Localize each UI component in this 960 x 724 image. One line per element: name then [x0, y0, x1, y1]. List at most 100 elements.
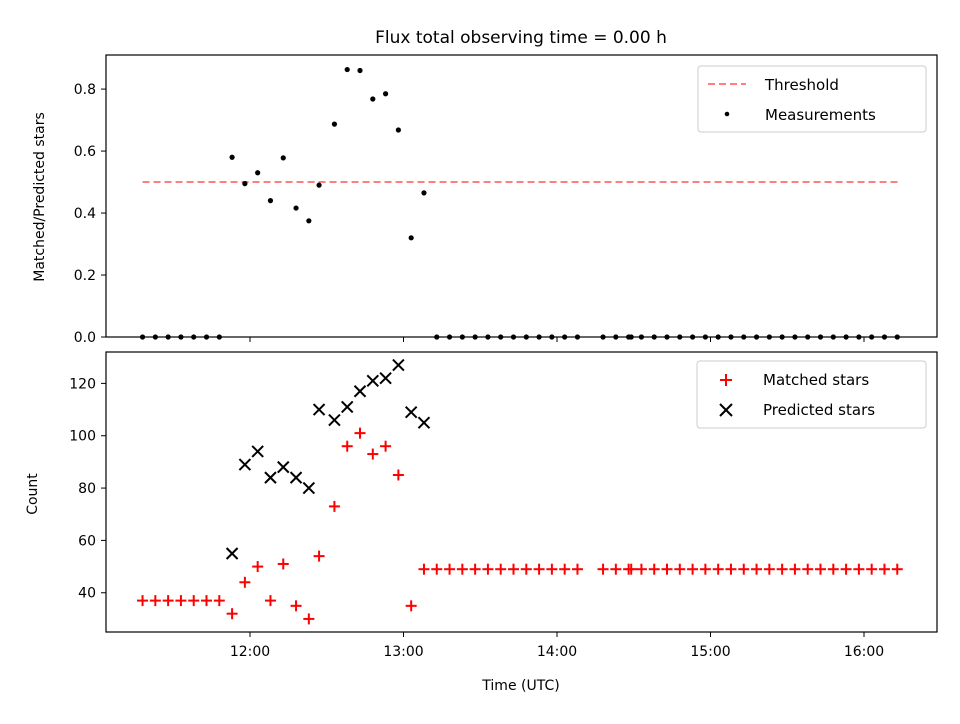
x-tick-label: 12:00	[230, 644, 270, 660]
measurement-point	[344, 66, 350, 73]
predicted-star-point	[379, 371, 392, 385]
measurement-point	[316, 182, 322, 188]
top-legend-box	[697, 65, 927, 133]
matched-star-point	[380, 440, 392, 452]
measurement-point	[408, 235, 414, 241]
matched-star-point	[815, 563, 827, 575]
matched-star-point	[533, 563, 545, 575]
matched-star-point	[625, 563, 637, 575]
measurements-legend-marker	[724, 111, 730, 117]
matched-star-point	[482, 563, 494, 575]
matched-star-point	[751, 563, 763, 575]
predicted-star-point	[312, 403, 326, 416]
matched-star-point	[149, 595, 161, 607]
predicted-star-point	[366, 374, 380, 387]
matched-star-point	[674, 563, 686, 575]
matched-star-point	[571, 563, 583, 575]
matched-star-point	[508, 563, 520, 575]
matched-star-point	[162, 595, 174, 607]
predicted-star-point	[328, 413, 341, 427]
matched-star-point	[313, 550, 325, 562]
matched-star-point	[840, 563, 852, 575]
matched-star-point	[469, 563, 481, 575]
measurement-point	[370, 96, 376, 102]
predicted-star-point	[225, 547, 239, 560]
matched-star-point	[252, 561, 264, 573]
predicted-star-point	[417, 416, 431, 429]
bottom-y-axis-label: Count	[25, 473, 41, 515]
measurement-point	[229, 154, 235, 160]
measurement-point	[255, 170, 261, 176]
matched-star-point	[687, 563, 699, 575]
matched-star-point	[712, 563, 724, 575]
matched-star-point	[789, 563, 801, 575]
matched-star-point	[827, 563, 839, 575]
matched-star-point	[303, 613, 315, 625]
predicted-star-point	[238, 458, 252, 471]
matched-star-point	[738, 563, 750, 575]
bottom-legend-box	[696, 360, 927, 429]
matched-star-point	[188, 595, 200, 607]
predicted-star-point	[277, 460, 290, 474]
matched-star-point	[878, 563, 890, 575]
matched-star-point	[802, 563, 814, 575]
matched-star-point	[444, 563, 456, 575]
top-y-tick-label: 0.4	[74, 206, 96, 222]
predicted-star-point	[392, 358, 405, 372]
bottom-legend: Matched stars Predicted stars	[696, 360, 927, 429]
matched-star-point	[763, 563, 775, 575]
top-y-tick-label: 0.2	[74, 268, 96, 284]
predicted-star-point	[302, 481, 316, 495]
matched-star-point	[201, 595, 213, 607]
bottom-y-tick-label: 40	[78, 586, 96, 602]
matched-star-point	[866, 563, 878, 575]
measurement-point	[421, 190, 427, 196]
measurement-point	[242, 181, 248, 187]
matched-star-point	[648, 563, 660, 575]
matched-star-point	[610, 563, 622, 575]
chart-title: Flux total observing time = 0.00 h	[375, 28, 667, 48]
bottom-axes-frame	[105, 351, 938, 633]
matched-star-point	[354, 427, 366, 439]
predicted-star-point	[353, 385, 367, 398]
top-axes-frame	[105, 54, 938, 338]
matched-star-point	[328, 500, 340, 512]
matched-star-point	[418, 563, 430, 575]
matched-star-point	[597, 563, 609, 575]
matched-star-point	[891, 563, 903, 575]
matched-star-point	[405, 600, 417, 612]
threshold-legend-label: Threshold	[764, 76, 839, 94]
matched-star-point	[290, 600, 302, 612]
matched-star-point	[699, 563, 711, 575]
matched-star-point	[725, 563, 737, 575]
bottom-y-tick-label: 120	[69, 376, 96, 392]
top-y-tick-label: 0.0	[74, 330, 96, 346]
measurement-point	[267, 198, 274, 204]
matched-star-point	[137, 595, 149, 607]
matched-legend-marker	[720, 374, 732, 386]
matched-legend-label: Matched stars	[763, 371, 869, 389]
measurement-point	[280, 155, 286, 161]
x-tick-label: 15:00	[690, 644, 730, 660]
top-y-axis-label: Matched/Predicted stars	[32, 112, 48, 282]
matched-star-point	[367, 448, 379, 460]
x-axis-label: Time (UTC)	[481, 678, 559, 694]
measurement-point	[382, 91, 389, 97]
predicted-star-point	[341, 400, 354, 414]
bottom-y-tick-label: 80	[78, 481, 96, 497]
predicted-star-point	[264, 471, 277, 484]
matched-star-point	[520, 563, 532, 575]
matched-star-point	[392, 469, 404, 481]
bottom-plot-area: 40 60 80 100 120 12:00 13:00 14:00 15:00 16:00	[69, 358, 903, 660]
predicted-star-point	[404, 405, 418, 419]
matched-star-point	[546, 563, 558, 575]
predicted-star-point	[289, 471, 303, 484]
measurement-point	[357, 67, 363, 74]
predicted-legend-marker	[719, 403, 733, 417]
measurement-point	[306, 218, 312, 224]
matched-star-point	[559, 563, 571, 575]
bottom-y-tick-label: 60	[78, 533, 96, 549]
x-tick-label: 13:00	[383, 644, 423, 660]
measurement-point	[331, 121, 338, 127]
